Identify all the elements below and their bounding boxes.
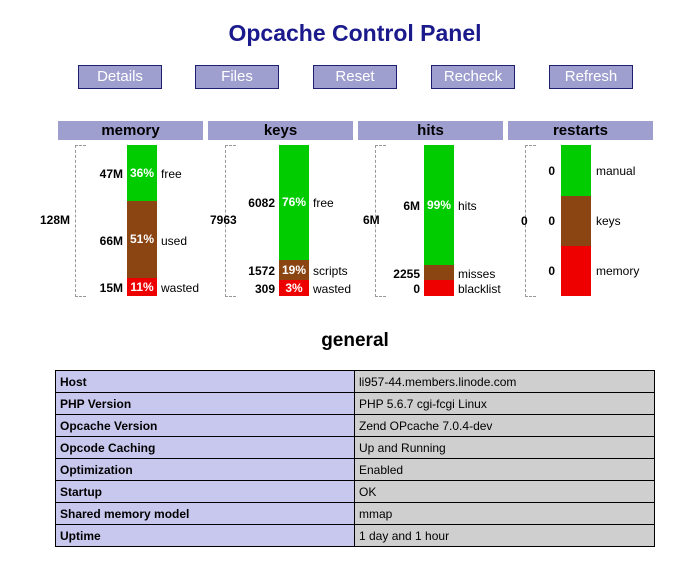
table-row: Opcode Caching Up and Running [55,436,655,459]
page-title: Opcache Control Panel [228,20,482,46]
memory-total: 128M [40,213,71,227]
row-key: Uptime [55,524,355,547]
restarts-manual-label: manual [596,164,636,178]
recheck-button[interactable]: Recheck [431,65,515,89]
memory-wasted-value: 15M [99,281,123,295]
memory-free-value: 47M [99,167,123,181]
restarts-memory-segment [561,246,591,296]
memory-bar: 36% 51% 11% [127,145,157,296]
keys-scale [225,145,236,297]
hits-misses-value: 2255 [393,267,420,281]
row-value: OK [354,480,655,503]
restarts-keys-segment [561,196,591,246]
hits-bar: 99% [424,145,454,296]
keys-scripts-label: scripts [313,264,348,278]
row-value: li957-44.members.linode.com [354,370,655,393]
keys-header: keys [208,121,353,140]
keys-wasted-value: 309 [254,282,275,296]
keys-wasted-label: wasted [313,282,352,296]
general-table: Host li957-44.members.linode.com PHP Vers… [55,370,655,547]
restarts-total: 0 [521,214,528,228]
restarts-keys-label: keys [596,214,621,228]
row-key: Shared memory model [55,502,355,525]
restarts-memory-value: 0 [548,264,555,278]
hits-blacklist-value: 0 [413,282,420,296]
hits-header: hits [358,121,503,140]
memory-free-label: free [161,167,182,181]
keys-total: 7963 [210,213,237,227]
memory-wasted-segment: 11% [127,278,157,296]
row-key: Startup [55,480,355,503]
row-value: mmap [354,502,655,525]
keys-bar: 76% 19% 3% [279,145,309,296]
restarts-header: restarts [508,121,653,140]
hits-misses-label: misses [458,267,496,281]
reset-button[interactable]: Reset [313,65,397,89]
keys-free-value: 6082 [248,196,275,210]
table-row: Startup OK [55,480,655,503]
restarts-manual-segment [561,145,591,196]
row-value: Enabled [354,458,655,481]
keys-free-segment: 76% [279,145,309,260]
hits-hits-value: 6M [403,199,420,213]
row-key: Host [55,370,355,393]
memory-used-value: 66M [99,234,123,248]
table-row: Optimization Enabled [55,458,655,481]
table-row: Host li957-44.members.linode.com [55,370,655,393]
row-value: Zend OPcache 7.0.4-dev [354,414,655,437]
table-row: PHP Version PHP 5.6.7 cgi-fcgi Linux [55,392,655,415]
memory-used-label: used [161,234,188,248]
memory-used-segment: 51% [127,201,157,278]
row-key: Optimization [55,458,355,481]
row-key: Opcache Version [55,414,355,437]
memory-header: memory [58,121,203,140]
memory-scale [75,145,86,297]
hits-hits-segment: 99% [424,145,454,265]
refresh-button[interactable]: Refresh [549,65,633,89]
keys-scripts-value: 1572 [248,264,275,278]
row-key: PHP Version [55,392,355,415]
keys-scripts-segment: 19% [279,260,309,280]
table-row: Opcache Version Zend OPcache 7.0.4-dev [55,414,655,437]
hits-scale [375,145,386,297]
restarts-bar [561,145,591,296]
memory-wasted-label: wasted [161,281,200,295]
row-value: Up and Running [354,436,655,459]
restarts-keys-value: 0 [548,214,555,228]
row-key: Opcode Caching [55,436,355,459]
table-row: Uptime 1 day and 1 hour [55,524,655,547]
row-value: 1 day and 1 hour [354,524,655,547]
details-button[interactable]: Details [78,65,162,89]
table-row: Shared memory model mmap [55,502,655,525]
restarts-memory-label: memory [596,264,640,278]
hits-hits-label: hits [458,199,477,213]
keys-free-label: free [313,196,334,210]
hits-misses-segment [424,265,454,280]
files-button[interactable]: Files [195,65,279,89]
restarts-manual-value: 0 [548,164,555,178]
row-value: PHP 5.6.7 cgi-fcgi Linux [354,392,655,415]
hits-blacklist-segment [424,280,454,296]
keys-wasted-segment: 3% [279,280,309,296]
general-title: general [321,330,389,351]
hits-total: 6M [363,213,380,227]
memory-free-segment: 36% [127,145,157,201]
restarts-scale [525,145,536,297]
hits-blacklist-label: blacklist [458,282,501,296]
